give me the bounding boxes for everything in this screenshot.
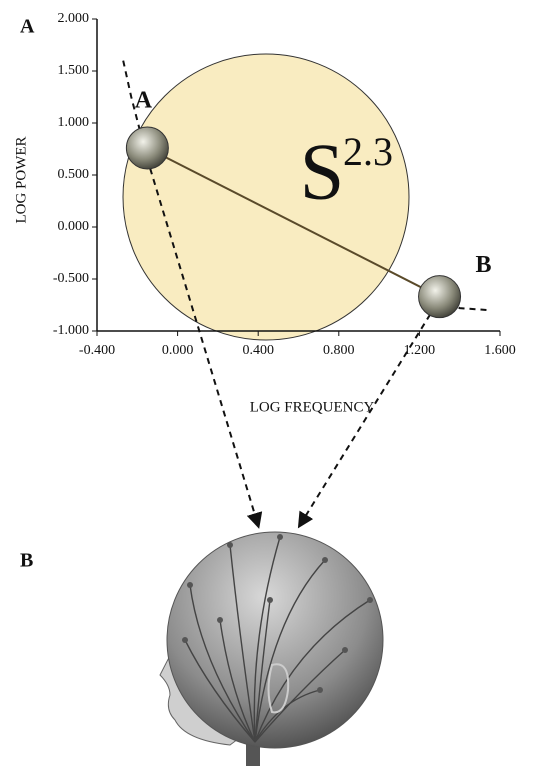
x-tick-label: 0.000 <box>162 343 194 358</box>
panel-label: A <box>20 16 35 38</box>
y-tick-label: 2.000 <box>58 11 90 26</box>
x-tick-label: 0.400 <box>242 343 274 358</box>
x-tick-label: 0.800 <box>323 343 355 358</box>
highlight-circle <box>123 54 409 340</box>
eeg-head-illustration <box>160 532 383 766</box>
x-tick-label: 1.600 <box>484 343 516 358</box>
point-label: A <box>135 87 153 113</box>
exponent-base: S <box>300 128 345 216</box>
panel-label: B <box>20 550 33 572</box>
y-axis-label: LOG POWER <box>13 136 29 223</box>
point-marker <box>126 127 168 169</box>
y-tick-label: 0.500 <box>58 167 90 182</box>
exponent: 2.3 <box>343 129 393 174</box>
y-tick-label: -0.500 <box>53 271 89 286</box>
x-axis-label: LOG FREQUENCY <box>250 399 375 415</box>
y-tick-label: 0.000 <box>58 219 90 234</box>
x-tick-label: -0.400 <box>79 343 115 358</box>
point-marker <box>419 276 461 318</box>
y-tick-label: -1.000 <box>53 323 89 338</box>
point-label: B <box>476 252 492 278</box>
y-tick-label: 1.500 <box>58 63 90 78</box>
figure: A B LOG POWER LOG FREQUENCY S 2.3 -1.000… <box>0 0 545 766</box>
x-tick-label: 1.200 <box>404 343 436 358</box>
y-tick-label: 1.000 <box>58 115 90 130</box>
